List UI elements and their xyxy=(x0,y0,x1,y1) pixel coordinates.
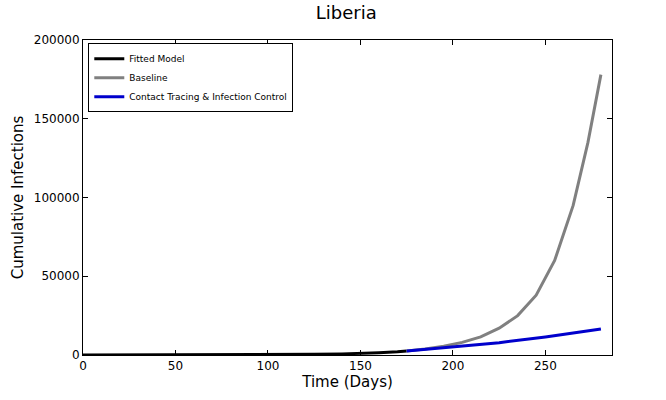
svg-text:Fitted Model: Fitted Model xyxy=(129,54,184,64)
svg-text:Liberia: Liberia xyxy=(316,2,377,23)
svg-text:Time (Days): Time (Days) xyxy=(301,373,393,391)
svg-text:150000: 150000 xyxy=(34,112,80,126)
svg-text:Contact Tracing & Infection Co: Contact Tracing & Infection Control xyxy=(129,92,287,102)
svg-text:150: 150 xyxy=(349,359,372,373)
svg-text:50000: 50000 xyxy=(41,269,79,283)
svg-text:100000: 100000 xyxy=(34,191,80,205)
svg-text:200000: 200000 xyxy=(34,33,80,47)
svg-text:250: 250 xyxy=(534,359,557,373)
svg-text:0: 0 xyxy=(79,359,87,373)
svg-text:Cumulative Infections: Cumulative Infections xyxy=(9,116,27,280)
svg-text:50: 50 xyxy=(168,359,183,373)
svg-text:100: 100 xyxy=(257,359,280,373)
svg-text:200: 200 xyxy=(441,359,464,373)
svg-text:0: 0 xyxy=(72,348,80,362)
svg-text:Baseline: Baseline xyxy=(129,73,168,83)
